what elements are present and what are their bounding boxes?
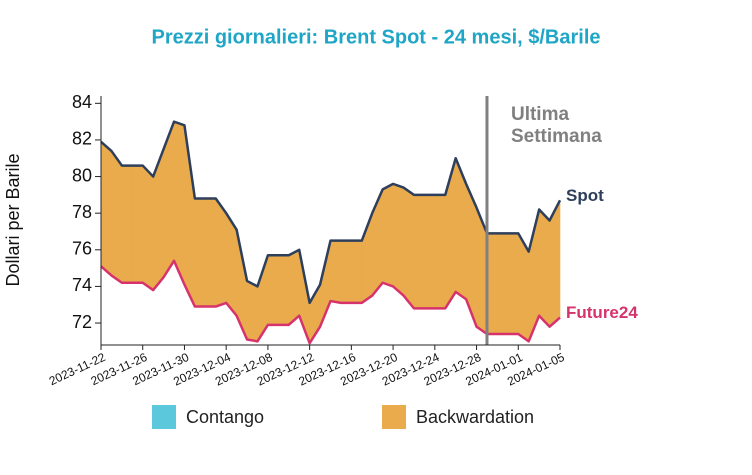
spread-area <box>184 125 196 307</box>
y-tick-label: 74 <box>72 275 92 295</box>
spread-area <box>371 189 383 297</box>
spread-area <box>121 165 133 284</box>
spread-area <box>288 249 300 326</box>
spread-area <box>173 121 185 285</box>
chart-title: Prezzi giornalieri: Brent Spot - 24 mesi… <box>151 26 600 48</box>
spread-area <box>340 240 352 304</box>
annotation-text: Ultima <box>511 104 570 125</box>
spread-area <box>497 233 509 335</box>
series-label: Spot <box>566 186 604 205</box>
spread-area <box>538 208 550 328</box>
annotation-text: Settimana <box>511 126 602 147</box>
y-tick-label: 82 <box>72 129 92 149</box>
y-tick-label: 80 <box>72 165 92 185</box>
spread-area <box>424 194 436 309</box>
spread-area <box>507 233 519 335</box>
legend-swatch <box>382 405 406 429</box>
legend-label: Contango <box>186 407 264 427</box>
spread-area <box>246 280 258 342</box>
legend-label: Backwardation <box>416 407 534 427</box>
y-axis-label: Dollari per Barile <box>3 153 23 286</box>
spread-area <box>392 183 404 297</box>
spread-area <box>142 164 154 291</box>
spread-area <box>215 197 227 307</box>
series-line <box>100 120 562 305</box>
spread-area <box>131 165 144 284</box>
spread-area <box>205 198 217 307</box>
y-tick-label: 76 <box>72 239 92 259</box>
series-line <box>100 259 561 345</box>
spread-area <box>267 254 279 326</box>
spread-area <box>403 186 415 310</box>
y-tick-label: 78 <box>72 202 92 222</box>
y-tick-label: 84 <box>72 92 92 112</box>
legend-swatch <box>152 405 176 429</box>
spread-area <box>486 233 498 335</box>
spread-area <box>351 240 363 304</box>
spread-area <box>413 194 425 309</box>
spread-area <box>382 183 394 287</box>
spread-area <box>236 229 248 340</box>
series-label: Future24 <box>566 303 638 322</box>
spread-area <box>434 194 446 309</box>
y-tick-label: 72 <box>72 312 92 332</box>
spread-area <box>330 240 342 304</box>
spread-area <box>111 149 123 284</box>
spread-area <box>278 254 290 326</box>
spread-area <box>100 141 112 277</box>
spread-area <box>194 198 206 307</box>
